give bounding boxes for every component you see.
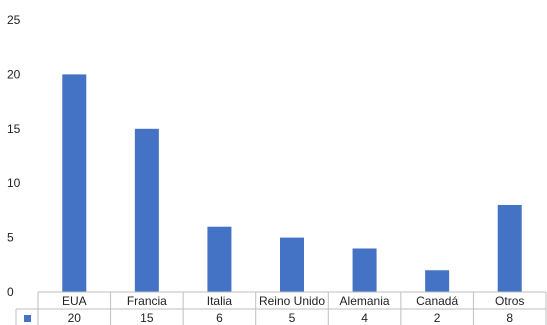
x-tick-label: Italia [207, 294, 233, 308]
data-table-value: 6 [216, 311, 223, 325]
data-table: EUA 20 Francia 15 Italia 6 Reino Unido 5 Alemani… [15, 291, 547, 325]
legend-key [24, 315, 31, 322]
x-tick-label: Alemania [340, 294, 390, 308]
y-tick-label: 15 [7, 122, 21, 136]
y-tick-label: 5 [7, 231, 14, 245]
bar [425, 270, 450, 292]
y-tick-label: 20 [7, 67, 21, 81]
bar [280, 237, 304, 292]
y-tick-label: 25 [7, 13, 21, 27]
bar [352, 248, 377, 292]
x-tick-label: Canadá [416, 294, 458, 308]
bar [497, 204, 522, 292]
data-table-value: 4 [361, 311, 368, 325]
x-tick-label: EUA [62, 294, 87, 308]
data-table-value: 20 [68, 311, 82, 325]
x-tick-label: Francia [127, 294, 167, 308]
bars-group [62, 74, 522, 293]
data-table-value: 8 [506, 311, 513, 325]
data-table-value: 2 [434, 311, 441, 325]
data-table-value: 15 [140, 311, 154, 325]
bar [207, 226, 232, 292]
y-tick-label: 0 [7, 285, 14, 299]
y-axis-ticks: 0 5 10 15 20 25 [7, 13, 21, 299]
data-table-value: 5 [289, 311, 296, 325]
bar [62, 74, 87, 293]
x-tick-label: Reino Unido [259, 294, 325, 308]
y-tick-label: 10 [7, 176, 21, 190]
bar [134, 128, 159, 292]
x-tick-label: Otros [495, 294, 524, 308]
